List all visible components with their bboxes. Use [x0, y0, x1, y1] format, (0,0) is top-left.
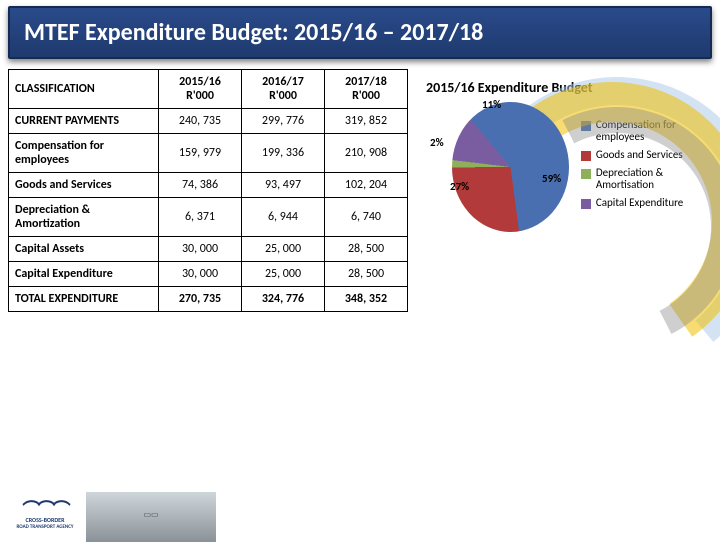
table-row: TOTAL EXPENDITURE270, 735324, 776348, 35… [9, 287, 408, 312]
cell: 25, 000 [242, 237, 325, 262]
row-label: Compensation for employees [9, 134, 159, 173]
row-label: Capital Assets [9, 237, 159, 262]
slice-label: 2% [430, 136, 444, 149]
table-header-row: CLASSIFICATION 2015/16 R'000 2016/17 R'0… [9, 70, 408, 109]
row-label: CURRENT PAYMENTS [9, 109, 159, 134]
row-label: TOTAL EXPENDITURE [9, 287, 159, 312]
slice-label: 11% [482, 98, 501, 111]
cell: 319, 852 [325, 109, 408, 134]
slice-label: 27% [450, 180, 469, 193]
page-title: MTEF Expenditure Budget: 2015/16 – 2017/… [8, 6, 712, 59]
cell: 199, 336 [242, 134, 325, 173]
row-label: Depreciation & Amortization [9, 198, 159, 237]
cell: 74, 386 [159, 173, 242, 198]
col-header: 2015/16 R'000 [159, 70, 242, 109]
table-row: Goods and Services74, 38693, 497102, 204 [9, 173, 408, 198]
col-header: 2017/18 R'000 [325, 70, 408, 109]
pie [452, 102, 569, 232]
cell: 299, 776 [242, 109, 325, 134]
cell: 28, 500 [325, 262, 408, 287]
table-row: Compensation for employees159, 979199, 3… [9, 134, 408, 173]
cell: 6, 944 [242, 198, 325, 237]
agency-logo: ⌒⌒⌒ CROSS-BORDER ROAD TRANSPORT AGENCY [10, 500, 80, 534]
row-label: Goods and Services [9, 173, 159, 198]
cell: 6, 740 [325, 198, 408, 237]
cell: 240, 735 [159, 109, 242, 134]
table-row: Capital Assets30, 00025, 00028, 500 [9, 237, 408, 262]
cell: 348, 352 [325, 287, 408, 312]
cell: 270, 735 [159, 287, 242, 312]
cell: 6, 371 [159, 198, 242, 237]
row-label: Capital Expenditure [9, 262, 159, 287]
slice-label: 59% [542, 172, 561, 185]
table-row: CURRENT PAYMENTS240, 735299, 776319, 852 [9, 109, 408, 134]
cell: 159, 979 [159, 134, 242, 173]
cell: 28, 500 [325, 237, 408, 262]
cell: 30, 000 [159, 237, 242, 262]
cell: 210, 908 [325, 134, 408, 173]
cell: 25, 000 [242, 262, 325, 287]
budget-table: CLASSIFICATION 2015/16 R'000 2016/17 R'0… [8, 69, 408, 312]
footer-image: ▭▭ [86, 492, 216, 542]
col-header: CLASSIFICATION [9, 70, 159, 109]
cell: 30, 000 [159, 262, 242, 287]
cell: 102, 204 [325, 173, 408, 198]
table-row: Capital Expenditure30, 00025, 00028, 500 [9, 262, 408, 287]
table-row: Depreciation & Amortization6, 3716, 9446… [9, 198, 408, 237]
cell: 93, 497 [242, 173, 325, 198]
cell: 324, 776 [242, 287, 325, 312]
col-header: 2016/17 R'000 [242, 70, 325, 109]
